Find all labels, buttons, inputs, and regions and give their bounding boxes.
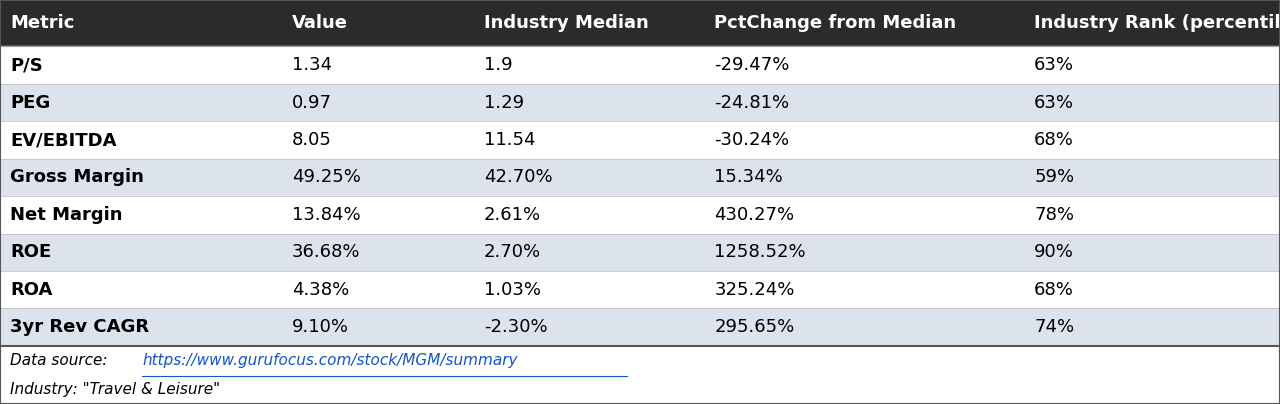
Text: Gross Margin: Gross Margin — [10, 168, 145, 186]
Text: Metric: Metric — [10, 14, 74, 32]
Bar — [0, 234, 1280, 271]
Text: 74%: 74% — [1034, 318, 1074, 336]
Text: -30.24%: -30.24% — [714, 131, 790, 149]
Text: 90%: 90% — [1034, 243, 1074, 261]
Bar — [0, 346, 1280, 404]
Text: 4.38%: 4.38% — [292, 281, 349, 299]
Bar — [0, 159, 1280, 196]
Text: Data source:: Data source: — [10, 353, 113, 368]
Text: 9.10%: 9.10% — [292, 318, 349, 336]
Text: 325.24%: 325.24% — [714, 281, 795, 299]
Text: 430.27%: 430.27% — [714, 206, 795, 224]
Text: 59%: 59% — [1034, 168, 1074, 186]
Text: 1.9: 1.9 — [484, 56, 512, 74]
Text: P/S: P/S — [10, 56, 44, 74]
Text: Industry Median: Industry Median — [484, 14, 649, 32]
Text: 11.54: 11.54 — [484, 131, 535, 149]
Text: 15.34%: 15.34% — [714, 168, 783, 186]
Bar — [0, 271, 1280, 308]
Text: 1.03%: 1.03% — [484, 281, 541, 299]
Bar — [0, 0, 1280, 46]
Text: 2.70%: 2.70% — [484, 243, 541, 261]
Text: Value: Value — [292, 14, 348, 32]
Text: ROA: ROA — [10, 281, 52, 299]
Bar — [0, 196, 1280, 234]
Bar — [0, 121, 1280, 159]
Bar — [0, 84, 1280, 121]
Text: PctChange from Median: PctChange from Median — [714, 14, 956, 32]
Text: 1.29: 1.29 — [484, 94, 524, 112]
Text: 1258.52%: 1258.52% — [714, 243, 806, 261]
Text: ROE: ROE — [10, 243, 51, 261]
Text: Net Margin: Net Margin — [10, 206, 123, 224]
Text: 68%: 68% — [1034, 281, 1074, 299]
Text: 42.70%: 42.70% — [484, 168, 553, 186]
Text: 3yr Rev CAGR: 3yr Rev CAGR — [10, 318, 150, 336]
Text: 68%: 68% — [1034, 131, 1074, 149]
Text: Industry Rank (percentile): Industry Rank (percentile) — [1034, 14, 1280, 32]
Text: 36.68%: 36.68% — [292, 243, 361, 261]
Text: -2.30%: -2.30% — [484, 318, 548, 336]
Text: 295.65%: 295.65% — [714, 318, 795, 336]
Text: 49.25%: 49.25% — [292, 168, 361, 186]
Text: 0.97: 0.97 — [292, 94, 332, 112]
Text: 8.05: 8.05 — [292, 131, 332, 149]
Text: https://www.gurufocus.com/stock/MGM/summary: https://www.gurufocus.com/stock/MGM/summ… — [142, 353, 518, 368]
Text: -24.81%: -24.81% — [714, 94, 790, 112]
Text: 13.84%: 13.84% — [292, 206, 361, 224]
Text: 63%: 63% — [1034, 56, 1074, 74]
Text: PEG: PEG — [10, 94, 50, 112]
Text: Industry: "Travel & Leisure": Industry: "Travel & Leisure" — [10, 382, 220, 397]
Text: -29.47%: -29.47% — [714, 56, 790, 74]
Bar — [0, 308, 1280, 346]
Bar — [0, 46, 1280, 84]
Text: 63%: 63% — [1034, 94, 1074, 112]
Text: 2.61%: 2.61% — [484, 206, 541, 224]
Text: 78%: 78% — [1034, 206, 1074, 224]
Text: EV/EBITDA: EV/EBITDA — [10, 131, 116, 149]
Text: 1.34: 1.34 — [292, 56, 332, 74]
